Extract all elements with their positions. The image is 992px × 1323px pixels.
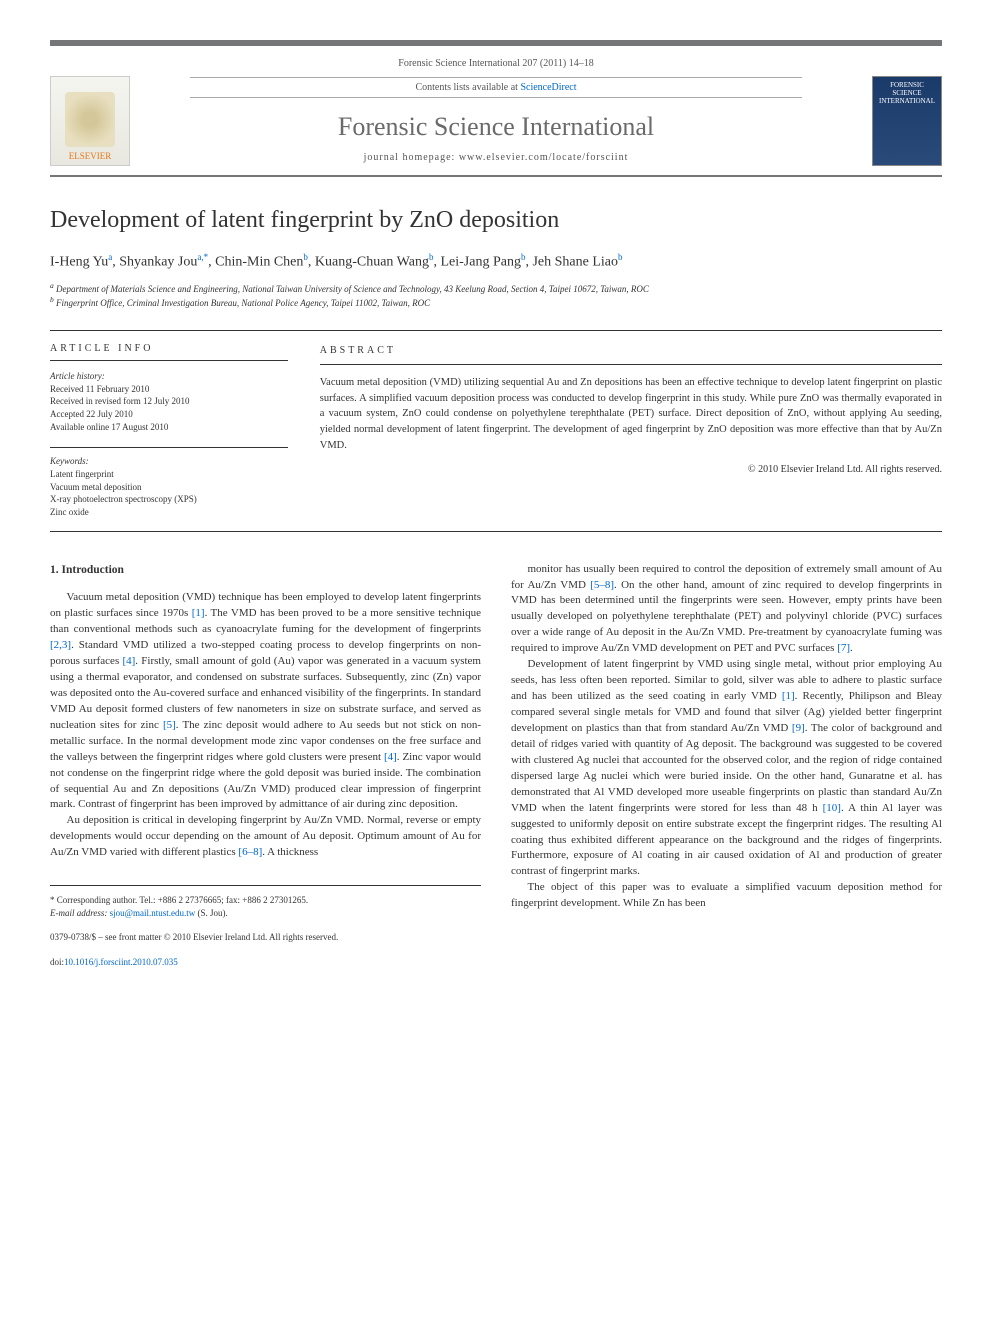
ref-link[interactable]: [4] (122, 655, 135, 667)
author: Kuang-Chuan Wang (315, 255, 429, 270)
email-link[interactable]: sjou@mail.ntust.edu.tw (110, 908, 196, 918)
history-label: Article history: (50, 371, 288, 381)
ref-link[interactable]: [7] (837, 642, 850, 654)
online-date: Available online 17 August 2010 (50, 421, 288, 434)
ref-link[interactable]: [1] (782, 690, 795, 702)
article-title: Development of latent fingerprint by ZnO… (50, 207, 942, 234)
keyword: X-ray photoelectron spectroscopy (XPS) (50, 493, 288, 506)
ref-link[interactable]: [2,3] (50, 639, 71, 651)
info-heading: ARTICLE INFO (50, 343, 288, 361)
author: I-Heng Yu (50, 255, 108, 270)
paragraph: Vacuum metal deposition (VMD) technique … (50, 590, 481, 813)
author-aff[interactable]: b (521, 252, 526, 262)
author-aff[interactable]: b (303, 252, 308, 262)
publisher-name: ELSEVIER (69, 151, 112, 161)
affiliation-text: Fingerprint Office, Criminal Investigati… (56, 298, 430, 308)
ref-link[interactable]: [6–8] (238, 846, 262, 858)
contents-prefix: Contents lists available at (415, 82, 520, 93)
doi-link[interactable]: 10.1016/j.forsciint.2010.07.035 (64, 957, 178, 967)
corr-author: * Corresponding author. Tel.: +886 2 273… (50, 894, 481, 907)
revised-date: Received in revised form 12 July 2010 (50, 395, 288, 408)
ref-link[interactable]: [4] (384, 751, 397, 763)
homepage-prefix: journal homepage: (364, 152, 459, 163)
abstract-text: Vacuum metal deposition (VMD) utilizing … (320, 375, 942, 454)
affiliation-text: Department of Materials Science and Engi… (56, 284, 649, 294)
received-date: Received 11 February 2010 (50, 383, 288, 396)
keyword: Latent fingerprint (50, 468, 288, 481)
journal-header: ELSEVIER FORENSIC SCIENCE INTERNATIONAL … (50, 40, 942, 177)
ref-link[interactable]: [10] (823, 802, 841, 814)
paragraph: The object of this paper was to evaluate… (511, 880, 942, 912)
column-left: 1. Introduction Vacuum metal deposition … (50, 562, 481, 970)
email-suffix: (S. Jou). (197, 908, 227, 918)
paragraph: Development of latent fingerprint by VMD… (511, 657, 942, 880)
ref-link[interactable]: [1] (192, 607, 205, 619)
copyright: © 2010 Elsevier Ireland Ltd. All rights … (320, 462, 942, 477)
section-heading: 1. Introduction (50, 562, 481, 579)
column-right: monitor has usually been required to con… (511, 562, 942, 970)
email-label: E-mail address: (50, 908, 110, 918)
author: Lei-Jang Pang (440, 255, 520, 270)
sciencedirect-link[interactable]: ScienceDirect (520, 82, 576, 93)
abstract: ABSTRACT Vacuum metal deposition (VMD) u… (300, 331, 942, 531)
article-info: ARTICLE INFO Article history: Received 1… (50, 331, 300, 531)
ref-link[interactable]: [9] (792, 722, 805, 734)
journal-title: Forensic Science International (50, 112, 942, 142)
author-list: I-Heng Yua, Shyankay Joua,*, Chin-Min Ch… (50, 252, 942, 271)
homepage-line: journal homepage: www.elsevier.com/locat… (50, 152, 942, 163)
affiliations: a Department of Materials Science and En… (50, 281, 942, 310)
author-aff[interactable]: a (108, 252, 112, 262)
doi-prefix: doi: (50, 957, 64, 967)
author-aff[interactable]: a,* (197, 252, 208, 262)
author: Shyankay Jou (119, 255, 197, 270)
corresponding-footer: * Corresponding author. Tel.: +886 2 273… (50, 885, 481, 919)
contents-line: Contents lists available at ScienceDirec… (190, 77, 802, 98)
author: Jeh Shane Liao (532, 255, 618, 270)
paragraph: monitor has usually been required to con… (511, 562, 942, 658)
homepage-url: www.elsevier.com/locate/forsciint (459, 152, 629, 163)
cover-label: FORENSIC SCIENCE INTERNATIONAL (879, 81, 935, 105)
ref-link[interactable]: [5–8] (590, 579, 614, 591)
author-aff[interactable]: b (429, 252, 434, 262)
body-text: 1. Introduction Vacuum metal deposition … (50, 562, 942, 970)
keywords-label: Keywords: (50, 456, 288, 466)
keyword: Vacuum metal deposition (50, 481, 288, 494)
keywords-block: Keywords: Latent fingerprint Vacuum meta… (50, 447, 288, 518)
elsevier-logo: ELSEVIER (50, 76, 130, 166)
journal-cover: FORENSIC SCIENCE INTERNATIONAL (872, 76, 942, 166)
keyword: Zinc oxide (50, 506, 288, 519)
ref-link[interactable]: [5] (163, 719, 176, 731)
citation-line: Forensic Science International 207 (2011… (50, 58, 942, 69)
author-aff[interactable]: b (618, 252, 623, 262)
affiliation-a: a Department of Materials Science and En… (50, 281, 942, 296)
accepted-date: Accepted 22 July 2010 (50, 408, 288, 421)
affiliation-b: b Fingerprint Office, Criminal Investiga… (50, 295, 942, 310)
author: Chin-Min Chen (215, 255, 303, 270)
email-line: E-mail address: sjou@mail.ntust.edu.tw (… (50, 907, 481, 920)
doi-line: doi:10.1016/j.forsciint.2010.07.035 (50, 956, 481, 969)
info-abstract-block: ARTICLE INFO Article history: Received 1… (50, 330, 942, 532)
abstract-heading: ABSTRACT (320, 343, 942, 365)
paragraph: Au deposition is critical in developing … (50, 813, 481, 861)
issn-line: 0379-0738/$ – see front matter © 2010 El… (50, 931, 481, 944)
